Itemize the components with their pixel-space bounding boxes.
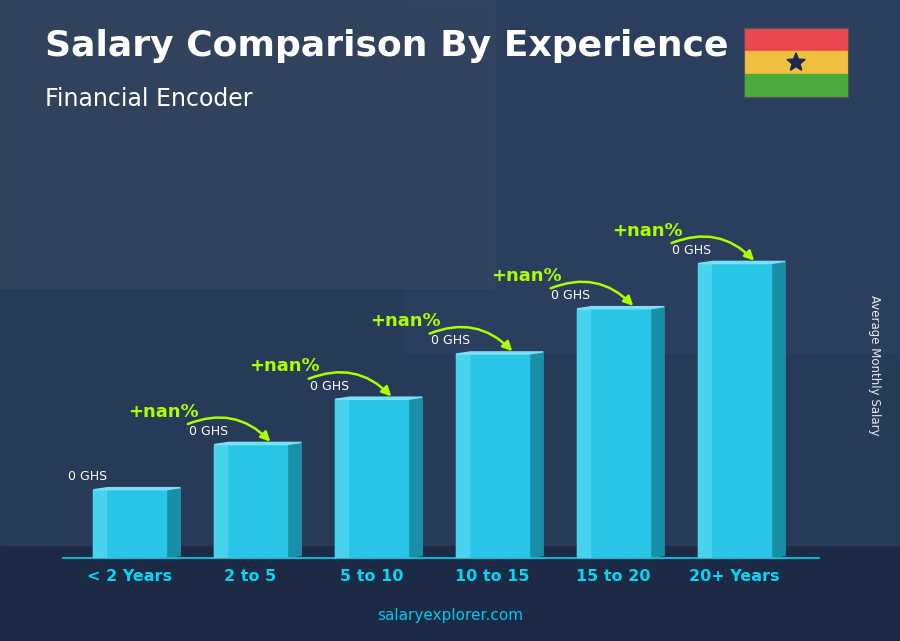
Polygon shape xyxy=(408,397,422,558)
Text: Financial Encoder: Financial Encoder xyxy=(45,87,253,110)
Polygon shape xyxy=(650,306,664,558)
Bar xyxy=(0,0,495,288)
Polygon shape xyxy=(456,352,544,354)
Polygon shape xyxy=(528,352,544,558)
Text: +nan%: +nan% xyxy=(128,403,199,420)
Polygon shape xyxy=(166,488,180,558)
Text: +nan%: +nan% xyxy=(491,267,562,285)
Text: 0 GHS: 0 GHS xyxy=(552,289,590,302)
Polygon shape xyxy=(287,442,302,558)
Text: 0 GHS: 0 GHS xyxy=(310,379,348,392)
Text: +nan%: +nan% xyxy=(612,222,682,240)
Bar xyxy=(744,74,848,97)
Polygon shape xyxy=(770,262,785,558)
Bar xyxy=(214,445,228,558)
Text: 0 GHS: 0 GHS xyxy=(430,334,470,347)
Bar xyxy=(456,354,469,558)
Bar xyxy=(698,263,770,558)
Text: 0 GHS: 0 GHS xyxy=(189,425,228,438)
Polygon shape xyxy=(335,397,422,399)
Text: Average Monthly Salary: Average Monthly Salary xyxy=(868,295,881,436)
Text: 0 GHS: 0 GHS xyxy=(672,244,712,257)
Bar xyxy=(744,51,848,74)
Polygon shape xyxy=(787,53,806,71)
Bar xyxy=(94,490,166,558)
Bar xyxy=(214,445,287,558)
Bar xyxy=(577,309,590,558)
Text: 0 GHS: 0 GHS xyxy=(68,470,107,483)
Bar xyxy=(94,490,106,558)
Bar xyxy=(744,28,848,51)
Polygon shape xyxy=(214,442,302,445)
Polygon shape xyxy=(94,488,180,490)
Text: Salary Comparison By Experience: Salary Comparison By Experience xyxy=(45,29,728,63)
Text: +nan%: +nan% xyxy=(370,312,441,330)
Bar xyxy=(405,0,900,353)
Polygon shape xyxy=(698,262,785,263)
Bar xyxy=(335,399,348,558)
Text: +nan%: +nan% xyxy=(249,357,320,376)
Bar xyxy=(335,399,408,558)
Polygon shape xyxy=(577,306,664,309)
Bar xyxy=(0,0,900,545)
Text: salaryexplorer.com: salaryexplorer.com xyxy=(377,608,523,623)
Bar xyxy=(577,309,650,558)
Bar xyxy=(698,263,711,558)
Bar xyxy=(456,354,528,558)
